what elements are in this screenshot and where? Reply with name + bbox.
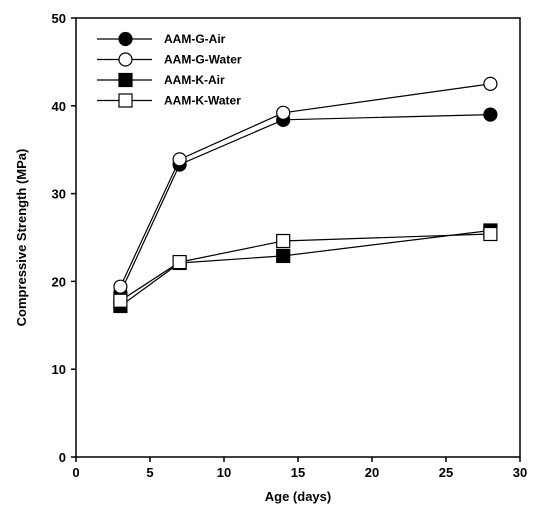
legend-label: AAM-G-Water [164,53,242,67]
series-line [119,83,491,287]
legend-marker [118,72,133,88]
y-tick-label: 50 [52,11,66,26]
series-aam-g-water [113,76,498,294]
data-point [276,248,291,264]
x-tick-label: 25 [439,465,453,480]
y-tick-label: 20 [52,274,66,289]
series-aam-g-air [113,107,498,300]
data-point [172,254,187,270]
y-tick-label: 40 [52,99,66,114]
legend-label: AAM-K-Water [164,94,241,108]
x-tick-label: 0 [72,465,79,480]
axes: 0 5 10 15 20 25 30 0 10 20 30 40 50 [52,11,528,480]
series-layer [113,76,498,314]
data-point [483,107,498,122]
x-axis-label: Age (days) [265,489,331,504]
series-line [120,229,491,307]
legend-label: AAM-K-Air [164,73,225,87]
x-tick-label: 30 [513,465,527,480]
y-tick-label: 0 [59,450,66,465]
x-tick-label: 10 [217,465,231,480]
legend-entry: AAM-G-Air [97,31,226,47]
data-point [113,279,128,294]
x-tick-label: 20 [365,465,379,480]
legend-label: AAM-G-Air [164,32,226,46]
x-tick-label: 5 [146,465,153,480]
y-tick-label: 30 [52,187,66,202]
data-point [172,152,187,167]
legend-marker [118,31,133,47]
legend: AAM-G-Air AAM-G-Water AAM-K-Air AAM-K-Water [97,31,242,108]
series-line [120,233,491,302]
legend-marker [118,52,133,67]
data-point [483,76,498,91]
y-tick-label: 10 [52,362,66,377]
data-point [276,105,291,120]
data-point [483,226,498,242]
series-line [119,114,491,294]
y-axis-label: Compressive Strength (MPa) [14,149,29,327]
legend-entry: AAM-K-Air [97,72,225,88]
legend-entry: AAM-K-Water [97,93,241,108]
legend-entry: AAM-G-Water [97,52,242,67]
x-tick-label: 15 [291,465,305,480]
series-aam-k-air [113,223,498,314]
plot-frame [75,17,521,458]
data-point [113,293,128,308]
legend-marker [118,93,133,108]
data-point [276,233,291,249]
series-aam-k-water [113,226,498,308]
